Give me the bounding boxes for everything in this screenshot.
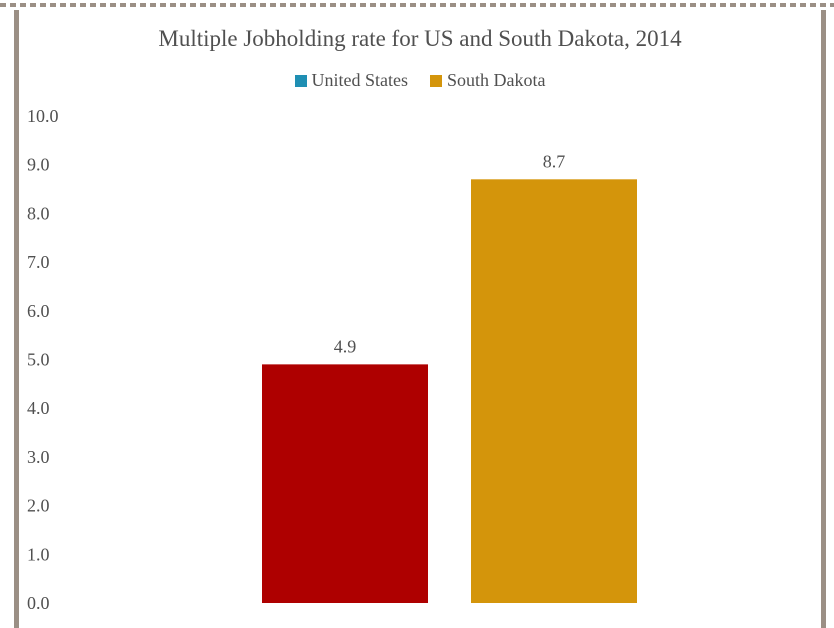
right-border — [821, 10, 826, 628]
legend-label-united-states: United States — [311, 70, 409, 90]
y-tick-label: 5.0 — [27, 350, 50, 370]
data-label-united-states: 4.9 — [334, 336, 357, 356]
legend-item-south-dakota: South Dakota — [430, 70, 546, 91]
y-tick-label: 7.0 — [27, 252, 50, 272]
legend: United States South Dakota — [20, 70, 820, 91]
chart-title: Multiple Jobholding rate for US and Sout… — [158, 26, 682, 51]
legend-item-united-states: United States — [294, 70, 409, 91]
dashed-top-border — [0, 3, 834, 7]
y-tick-label: 3.0 — [27, 447, 50, 467]
y-tick-label: 6.0 — [27, 301, 50, 321]
legend-swatch-united-states — [294, 74, 307, 87]
bar-united-states — [262, 364, 428, 603]
legend-swatch-south-dakota — [430, 74, 442, 87]
left-border — [14, 10, 19, 628]
bar-south-dakota — [471, 179, 637, 603]
y-tick-label: 4.0 — [27, 398, 50, 418]
y-tick-label: 2.0 — [27, 496, 50, 516]
y-tick-label: 9.0 — [27, 155, 50, 175]
legend-label-south-dakota: South Dakota — [447, 70, 546, 90]
y-tick-label: 0.0 — [27, 593, 50, 613]
y-tick-label: 10.0 — [27, 106, 59, 126]
y-tick-label: 8.0 — [27, 203, 50, 223]
y-tick-label: 1.0 — [27, 544, 50, 564]
data-label-south-dakota: 8.7 — [543, 151, 566, 171]
